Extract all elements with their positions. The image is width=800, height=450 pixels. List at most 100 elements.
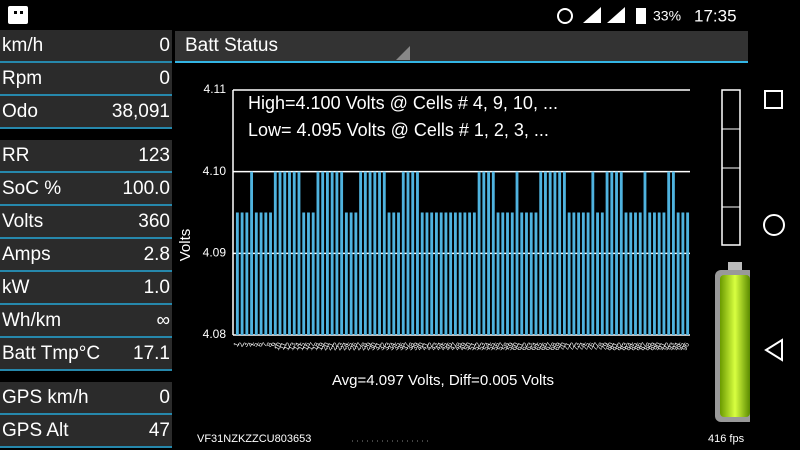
x-tick-label: 16 (302, 342, 312, 352)
x-tick-label: 66 (539, 342, 549, 352)
bar (572, 212, 576, 335)
header-title[interactable]: Batt Status (185, 35, 278, 56)
bar (453, 212, 457, 335)
x-tick-label: 83 (620, 342, 630, 352)
row-label: GPS km/h (2, 387, 89, 408)
bar (468, 212, 472, 335)
x-tick-label: 48 (454, 342, 464, 352)
bar (544, 171, 547, 335)
row-label: kW (2, 277, 30, 298)
status-bar (0, 0, 800, 30)
sidebar: km/h 0 Rpm 0 Odo 38,091 RR 123 SoC % 100.0 Volts 36… (0, 30, 172, 448)
row-value: 38,091 (112, 101, 170, 122)
x-tick-label: 86 (634, 342, 644, 352)
bar (420, 212, 424, 335)
x-tick-label: 18 (312, 342, 322, 352)
x-tick-label: 22 (331, 342, 341, 352)
bar (577, 212, 581, 335)
sidebar-row (0, 173, 172, 204)
sidebar-row (0, 206, 172, 237)
x-tick-label: 28 (359, 342, 369, 352)
row-label: Volts (2, 211, 43, 232)
x-tick-label: 68 (549, 342, 559, 352)
x-tick-label: 88 (644, 342, 654, 352)
home-button[interactable] (763, 214, 785, 236)
bar (444, 212, 448, 335)
x-tick-label: 92 (663, 342, 673, 352)
bar (439, 212, 443, 335)
bar (671, 171, 675, 335)
x-tick-label: 53 (478, 342, 488, 352)
bar (463, 212, 467, 335)
sidebar-row (0, 415, 172, 446)
battery-graphic-fill (720, 275, 750, 417)
x-tick-label: 42 (426, 342, 436, 352)
bar (406, 171, 410, 335)
x-tick-label: 70 (558, 342, 568, 352)
x-tick-label: 75 (582, 342, 592, 352)
app-icon-eye (14, 11, 17, 14)
x-tick-label: 4 (247, 342, 255, 349)
recents-button[interactable] (764, 90, 783, 109)
row-value: 1.0 (144, 277, 170, 298)
bar (638, 212, 642, 335)
x-tick-label: 59 (506, 342, 516, 352)
bar (354, 212, 358, 335)
x-tick-label: 19 (317, 342, 327, 352)
bar (581, 212, 585, 335)
x-tick-label: 52 (473, 342, 483, 352)
bar (567, 212, 571, 335)
fps: 416 fps (708, 433, 745, 445)
row-label: Amps (2, 244, 51, 265)
bar (534, 212, 538, 335)
bar (596, 212, 599, 335)
x-tick-label: 91 (658, 342, 668, 352)
x-tick-label: 25 (345, 342, 355, 352)
bar (686, 212, 690, 335)
x-tick-label: 45 (440, 342, 450, 352)
bar (662, 212, 666, 335)
bar (591, 171, 595, 335)
row-value: 17.1 (133, 343, 170, 364)
x-tick-label: 30 (369, 342, 379, 352)
bar (619, 171, 623, 335)
x-tick-label: 50 (463, 342, 473, 352)
sidebar-row (0, 239, 172, 270)
x-tick-label: 27 (354, 342, 364, 352)
row-value: 0 (159, 387, 170, 408)
row-value: 2.8 (144, 244, 170, 265)
battery-icon (636, 8, 646, 24)
x-tick-label: 67 (544, 342, 554, 352)
x-tick-label: 64 (530, 342, 540, 352)
bar (676, 212, 680, 335)
x-tick-label: 5 (252, 342, 260, 349)
bar (430, 212, 434, 335)
x-tick-label: 38 (407, 342, 417, 352)
row-label: Rpm (2, 68, 42, 89)
x-tick-label: 96 (681, 342, 691, 352)
bar (496, 212, 500, 335)
x-tick-label: 35 (392, 342, 402, 352)
bar (548, 171, 552, 335)
alarm-icon (557, 8, 573, 24)
x-tick-label: 74 (577, 342, 587, 352)
row-label: Batt Tmp°C (2, 343, 100, 364)
bar (292, 171, 296, 335)
x-tick-label: 46 (444, 342, 454, 352)
bar (330, 171, 334, 335)
x-tick-label: 55 (487, 342, 497, 352)
bar (359, 171, 363, 335)
bar (477, 171, 481, 335)
x-tick-label: 76 (587, 342, 597, 352)
row-label: Wh/km (2, 310, 61, 331)
x-tick-label: 85 (629, 342, 639, 352)
x-tick-label: 94 (672, 342, 682, 352)
back-button[interactable] (764, 338, 783, 362)
x-tick-label: 12 (283, 342, 293, 352)
x-tick-label: 47 (449, 342, 459, 352)
x-tick-label: 95 (677, 342, 687, 352)
chart: 4.114.104.094.08123456789101112131415161… (177, 82, 691, 389)
bar (344, 212, 348, 335)
x-tick-label: 29 (364, 342, 374, 352)
x-tick-label: 77 (591, 342, 601, 352)
